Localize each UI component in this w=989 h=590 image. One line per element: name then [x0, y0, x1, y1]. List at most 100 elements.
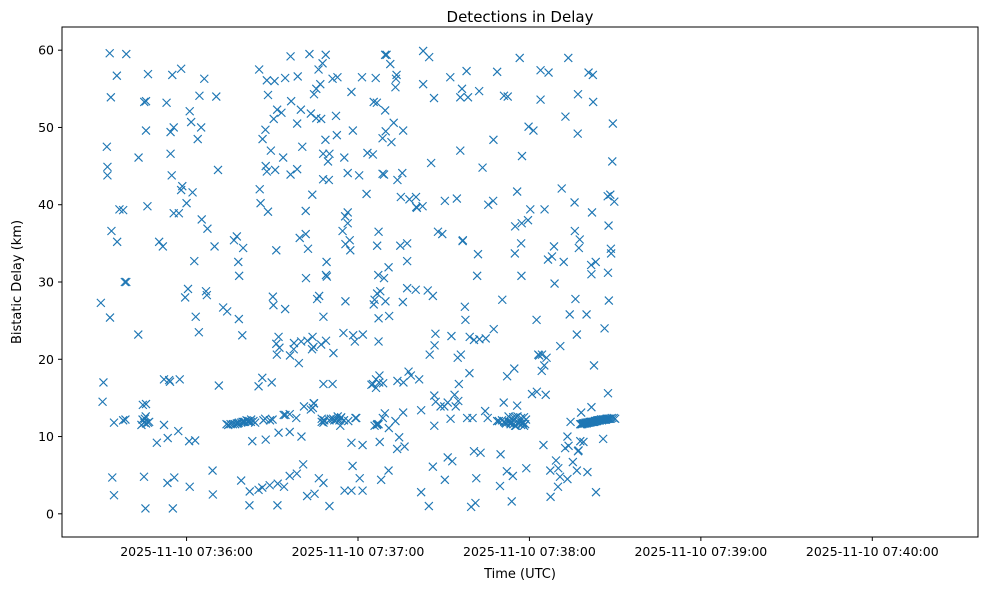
- data-point: [570, 226, 580, 236]
- data-point: [115, 204, 124, 214]
- data-point: [272, 350, 282, 360]
- data-point: [338, 226, 347, 236]
- data-point: [261, 435, 271, 445]
- data-point: [424, 52, 434, 62]
- data-point: [203, 224, 212, 234]
- data-point: [380, 106, 390, 115]
- data-point: [524, 122, 533, 132]
- data-point: [317, 417, 327, 427]
- data-point: [378, 133, 387, 143]
- data-point: [588, 70, 598, 80]
- data-point: [515, 53, 525, 63]
- data-point: [402, 256, 412, 266]
- data-point: [425, 350, 435, 360]
- data-point: [285, 471, 295, 481]
- data-point: [411, 192, 421, 202]
- data-point: [400, 442, 409, 451]
- data-point: [262, 75, 272, 85]
- data-point: [385, 59, 395, 69]
- data-point: [173, 426, 183, 436]
- data-point: [443, 398, 453, 407]
- data-point: [292, 164, 302, 174]
- data-point: [465, 332, 475, 342]
- data-point: [301, 206, 311, 216]
- data-point: [510, 221, 520, 231]
- data-point: [162, 98, 171, 108]
- data-point: [496, 449, 505, 459]
- data-point: [318, 58, 327, 68]
- data-point: [319, 312, 328, 322]
- data-point: [502, 371, 512, 381]
- data-point: [603, 191, 613, 201]
- data-point: [418, 201, 427, 211]
- y-axis-ticks: 0 10 20 30 40 50 60: [38, 43, 62, 521]
- data-point: [254, 65, 264, 74]
- data-point: [139, 97, 149, 107]
- data-point: [453, 396, 463, 406]
- data-point: [473, 249, 483, 259]
- data-point: [455, 92, 465, 102]
- data-point: [461, 315, 470, 325]
- data-point: [458, 235, 468, 245]
- data-point: [307, 190, 317, 200]
- data-point: [406, 371, 416, 380]
- data-point: [543, 255, 553, 264]
- data-point: [341, 296, 350, 306]
- data-point: [333, 72, 342, 82]
- data-point: [321, 50, 331, 60]
- data-point: [236, 476, 246, 485]
- data-point: [183, 284, 193, 294]
- y-tick-label: 60: [38, 43, 54, 58]
- data-point: [269, 114, 279, 124]
- data-point: [112, 237, 122, 247]
- data-point: [257, 483, 267, 492]
- data-point: [471, 473, 481, 483]
- data-point: [363, 148, 372, 158]
- data-point: [575, 235, 585, 244]
- data-point: [358, 440, 367, 450]
- data-point: [106, 92, 116, 102]
- data-point: [436, 402, 445, 411]
- data-point: [308, 332, 317, 342]
- data-point: [208, 490, 218, 499]
- data-point: [510, 249, 520, 258]
- data-point: [340, 211, 350, 221]
- data-point: [564, 441, 573, 451]
- data-point: [154, 237, 164, 247]
- data-point: [286, 51, 295, 61]
- data-point: [210, 242, 219, 251]
- data-point: [576, 408, 586, 417]
- data-point: [193, 134, 203, 144]
- data-point: [480, 406, 490, 416]
- data-point: [521, 415, 531, 424]
- data-point: [539, 361, 549, 370]
- data-point: [550, 279, 559, 288]
- data-point: [141, 504, 150, 513]
- data-point: [430, 340, 439, 350]
- data-point: [197, 215, 207, 224]
- data-point: [322, 257, 331, 267]
- data-point: [370, 295, 379, 305]
- data-point: [354, 170, 364, 180]
- data-point: [450, 390, 459, 400]
- data-point: [309, 398, 319, 408]
- data-point: [214, 381, 224, 390]
- data-point: [169, 123, 179, 132]
- data-point: [357, 72, 367, 82]
- data-point: [389, 118, 399, 128]
- data-point: [278, 153, 288, 162]
- data-point: [196, 123, 206, 132]
- data-point: [293, 72, 303, 81]
- data-point: [268, 292, 278, 302]
- data-point: [211, 92, 221, 101]
- data-point: [118, 205, 128, 215]
- data-point: [321, 336, 331, 346]
- data-point: [384, 466, 393, 475]
- data-point: [563, 432, 572, 441]
- data-point: [325, 501, 334, 511]
- data-point: [373, 270, 383, 280]
- data-point: [335, 421, 345, 431]
- data-point: [103, 162, 112, 172]
- data-point: [261, 125, 270, 135]
- data-point: [499, 398, 509, 407]
